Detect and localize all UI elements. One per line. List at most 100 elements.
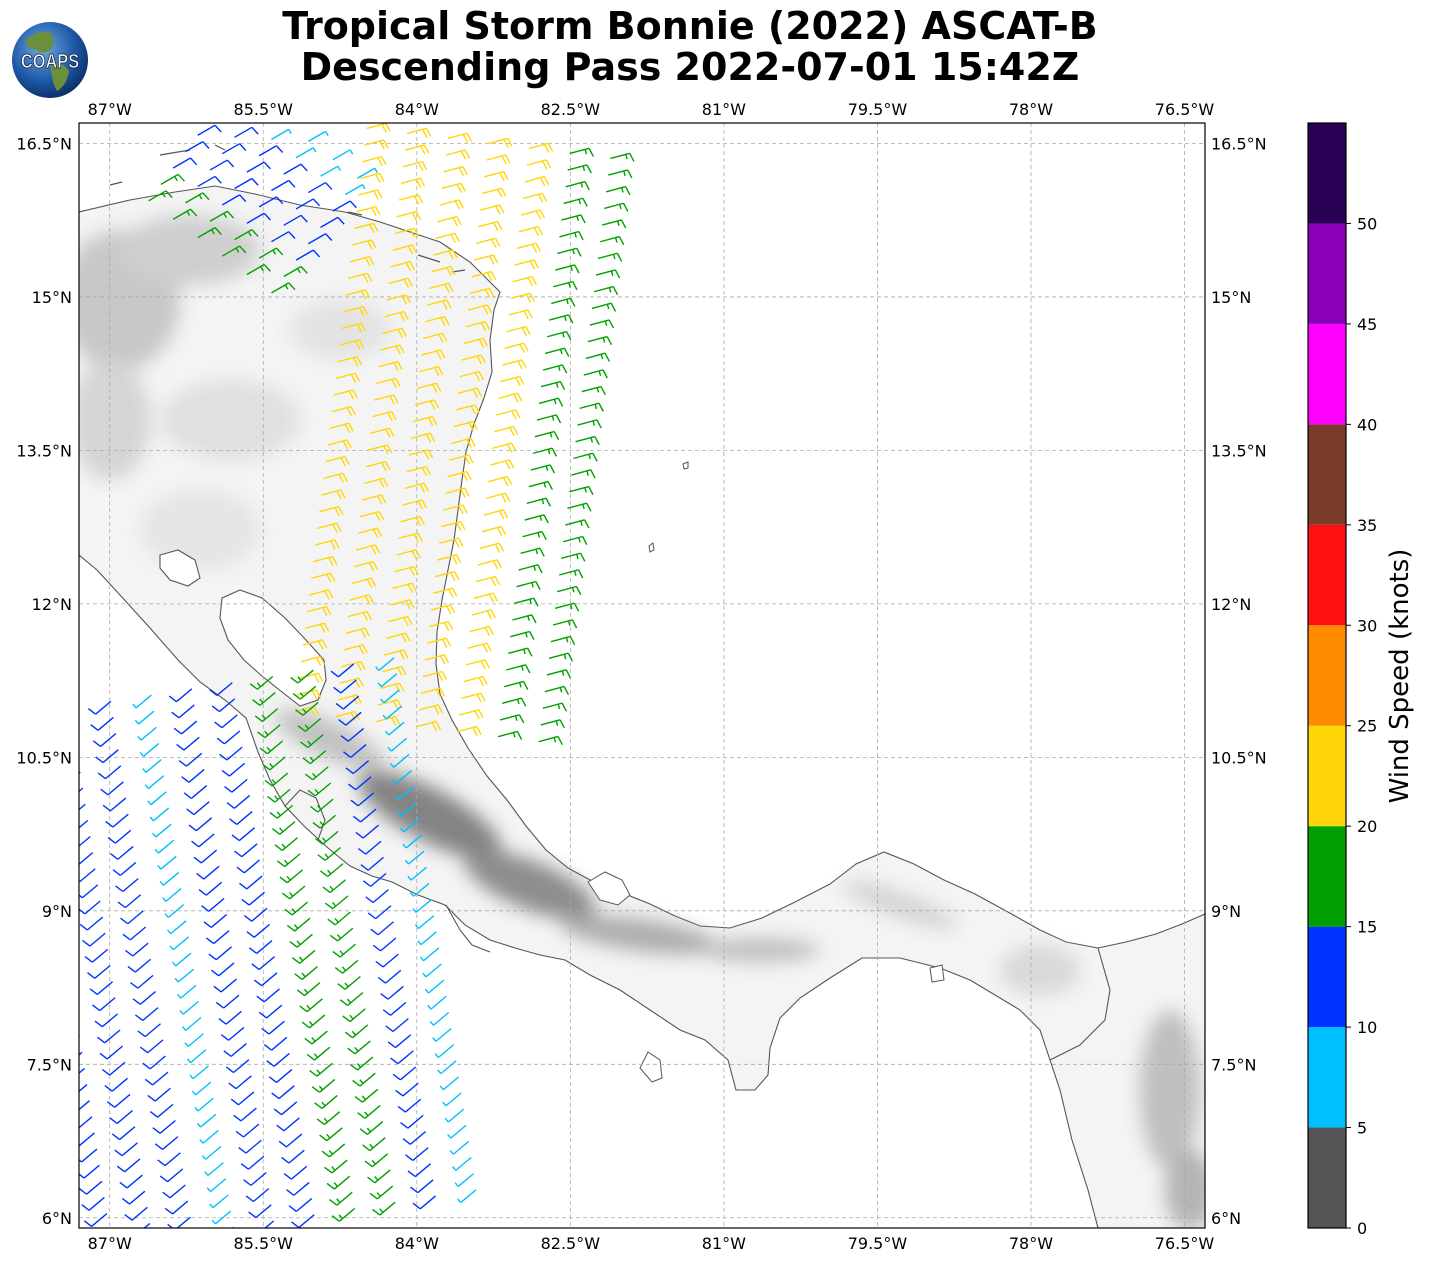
wind-barb bbox=[139, 1039, 164, 1054]
wind-barb bbox=[392, 1066, 417, 1081]
wind-barb bbox=[159, 1168, 184, 1183]
wind-barb bbox=[497, 730, 523, 740]
wind-barb bbox=[485, 492, 511, 503]
wind-barb bbox=[249, 675, 274, 690]
wind-barb bbox=[253, 972, 278, 987]
wind-barb bbox=[286, 1181, 310, 1196]
wind-barb bbox=[559, 569, 584, 579]
lon-tick-label-bottom-2: 84°W bbox=[395, 1234, 439, 1253]
wind-barb bbox=[439, 199, 464, 210]
wind-barb bbox=[428, 620, 454, 632]
wind-barb bbox=[148, 190, 173, 202]
wind-barb bbox=[79, 803, 86, 811]
wind-barb bbox=[390, 1050, 414, 1065]
coiba-island bbox=[639, 1051, 663, 1083]
wind-barb bbox=[221, 762, 246, 777]
wind-barb bbox=[174, 968, 195, 983]
wind-barb bbox=[512, 614, 537, 624]
wind-barb bbox=[307, 181, 333, 194]
wind-barb bbox=[351, 577, 377, 588]
wind-barb bbox=[124, 1206, 148, 1221]
wind-barb bbox=[329, 422, 354, 433]
wind-barb bbox=[439, 1076, 460, 1091]
wind-barb bbox=[552, 619, 578, 629]
wind-barb bbox=[102, 797, 127, 812]
wind-barb bbox=[498, 392, 523, 403]
colorbar-bin-7 bbox=[1308, 424, 1346, 525]
wind-barb bbox=[268, 1069, 293, 1083]
wind-barb bbox=[121, 1190, 146, 1205]
central-america-land bbox=[79, 185, 1205, 1228]
wind-barb bbox=[437, 215, 462, 227]
wind-barb bbox=[205, 930, 230, 945]
wind-barb bbox=[475, 575, 501, 587]
colorbar-tick-label-10: 50 bbox=[1357, 214, 1377, 233]
wind-barb bbox=[492, 442, 517, 453]
wind-barb bbox=[555, 264, 580, 274]
wind-barb bbox=[337, 355, 363, 367]
wind-barb bbox=[469, 287, 495, 298]
colorbar-label: Wind Speed (knots) bbox=[1385, 548, 1415, 804]
lon-tick-label-top-1: 85.5°W bbox=[234, 100, 294, 119]
wind-barb bbox=[565, 180, 590, 191]
wind-barb bbox=[295, 198, 321, 210]
wind-barb bbox=[201, 897, 225, 912]
wind-barb bbox=[433, 249, 458, 260]
colorbar-bin-3 bbox=[1308, 826, 1346, 927]
wind-barb bbox=[206, 1178, 227, 1193]
wind-barb bbox=[516, 580, 541, 591]
wind-barb bbox=[475, 237, 501, 248]
wind-barb bbox=[172, 208, 198, 220]
bay-islands bbox=[109, 144, 466, 273]
lat-tick-label-left-7: 16.5°N bbox=[16, 134, 72, 153]
wind-barb bbox=[332, 200, 357, 212]
wind-barb bbox=[230, 1091, 255, 1106]
wind-barb bbox=[223, 1043, 247, 1057]
wind-barb bbox=[479, 542, 505, 553]
wind-barb bbox=[427, 299, 452, 310]
wind-barb bbox=[554, 602, 580, 612]
wind-barb bbox=[544, 685, 570, 695]
wind-barb bbox=[375, 953, 399, 968]
wind-barb bbox=[320, 216, 345, 228]
wind-barb bbox=[441, 182, 466, 193]
lon-tick-label-top-0: 87°W bbox=[88, 100, 132, 119]
lat-tick-label-left-4: 12°N bbox=[32, 595, 72, 614]
wind-barb bbox=[483, 509, 509, 520]
wind-barb bbox=[518, 564, 543, 574]
wind-barb bbox=[296, 982, 321, 997]
colorbar-bin-10 bbox=[1308, 123, 1346, 224]
wind-barb bbox=[347, 272, 373, 283]
wind-barb bbox=[321, 489, 346, 500]
colorbar-bin-5 bbox=[1308, 625, 1346, 726]
wind-barb bbox=[439, 537, 464, 548]
wind-barb bbox=[317, 522, 342, 533]
wind-barb bbox=[183, 785, 208, 799]
wind-barb bbox=[45, 956, 68, 969]
wind-barb bbox=[424, 654, 450, 665]
wind-barb bbox=[186, 801, 210, 816]
lon-tick-label-top-6: 78°W bbox=[1009, 100, 1053, 119]
wind-barb bbox=[506, 325, 531, 337]
wind-barb bbox=[471, 270, 497, 282]
wind-barb bbox=[188, 817, 213, 832]
wind-barb bbox=[357, 527, 383, 538]
wind-barb bbox=[333, 389, 358, 400]
wind-barb bbox=[542, 364, 568, 374]
wind-barb bbox=[606, 185, 631, 196]
wind-barb bbox=[271, 179, 296, 192]
wind-barb bbox=[571, 469, 596, 479]
wind-barb bbox=[577, 419, 602, 429]
wind-barb bbox=[368, 444, 393, 455]
wind-barb bbox=[198, 881, 223, 896]
wind-barb bbox=[220, 1026, 245, 1041]
wind-barb bbox=[251, 1220, 275, 1228]
wind-barb bbox=[327, 911, 351, 926]
wind-barb bbox=[349, 1056, 374, 1071]
chiriqui-lagoon bbox=[587, 871, 631, 906]
lat-tick-label-left-6: 15°N bbox=[32, 288, 72, 307]
wind-barb bbox=[315, 539, 340, 550]
wind-barb bbox=[92, 997, 116, 1012]
wind-barb bbox=[114, 1142, 138, 1157]
wind-barb bbox=[172, 157, 198, 169]
